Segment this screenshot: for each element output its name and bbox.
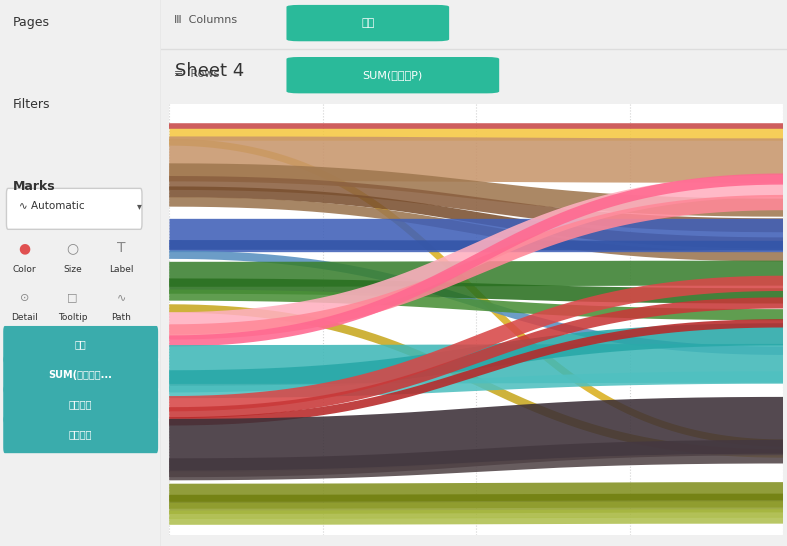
Text: Label: Label bbox=[109, 265, 133, 274]
Text: Detail: Detail bbox=[11, 313, 38, 322]
Text: 英文片名: 英文片名 bbox=[69, 430, 92, 440]
Text: SUM(畫曲線P): SUM(畫曲線P) bbox=[363, 70, 423, 80]
Text: Filters: Filters bbox=[13, 98, 50, 111]
Text: ⊙: ⊙ bbox=[20, 293, 29, 302]
Text: ○: ○ bbox=[67, 241, 79, 256]
FancyBboxPatch shape bbox=[3, 416, 158, 453]
Text: □: □ bbox=[68, 293, 78, 302]
Text: 中文片名: 中文片名 bbox=[69, 400, 92, 410]
Text: Tooltip: Tooltip bbox=[58, 313, 87, 322]
Text: Pages: Pages bbox=[13, 16, 50, 29]
Text: ∿: ∿ bbox=[116, 293, 126, 302]
Text: ∿ Automatic: ∿ Automatic bbox=[20, 201, 85, 211]
Text: T: T bbox=[116, 241, 125, 256]
FancyBboxPatch shape bbox=[3, 326, 158, 363]
Text: Marks: Marks bbox=[13, 180, 56, 193]
Text: ●: ● bbox=[18, 241, 30, 256]
Text: 片型: 片型 bbox=[75, 340, 87, 349]
Text: ≡  Rows: ≡ Rows bbox=[174, 69, 219, 79]
Text: Color: Color bbox=[13, 265, 36, 274]
FancyBboxPatch shape bbox=[286, 57, 499, 93]
Text: 橫軸: 橫軸 bbox=[361, 17, 375, 28]
Text: ▾: ▾ bbox=[137, 201, 142, 211]
FancyBboxPatch shape bbox=[6, 188, 142, 229]
Text: SUM(全美電影...: SUM(全美電影... bbox=[49, 370, 113, 379]
Text: Path: Path bbox=[111, 313, 131, 322]
Text: Sheet 4: Sheet 4 bbox=[176, 62, 245, 80]
FancyBboxPatch shape bbox=[3, 356, 158, 393]
Text: Size: Size bbox=[63, 265, 82, 274]
FancyBboxPatch shape bbox=[286, 5, 449, 41]
Text: Ⅲ  Columns: Ⅲ Columns bbox=[174, 15, 237, 25]
FancyBboxPatch shape bbox=[3, 386, 158, 423]
